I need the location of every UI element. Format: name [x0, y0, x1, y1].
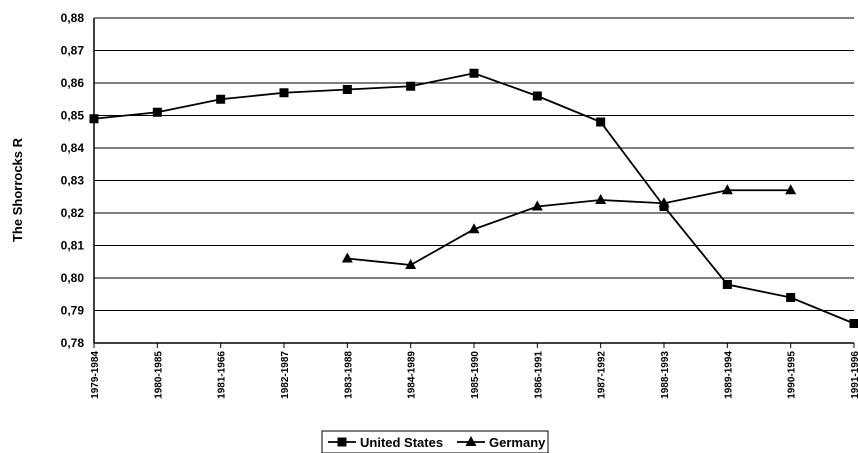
legend-label: United States — [360, 435, 443, 450]
series-layer — [89, 68, 858, 328]
series-united-states — [89, 68, 858, 328]
x-tick-labels: 1979-1984 1980-1985 1981-1966 1982-1987 1983… — [90, 351, 858, 399]
y-tick-labels: 0,78 0,79 0,80 0,81 0,82 0,83 0,84 0,85 0,86 0,87… — [61, 11, 85, 350]
data-point — [279, 88, 289, 98]
y-tick-label: 0,82 — [61, 206, 85, 220]
x-tick-label: 1984-1989 — [407, 351, 418, 399]
y-tick-label: 0,88 — [61, 11, 85, 25]
y-tick-label: 0,86 — [61, 76, 85, 90]
legend-marker — [337, 437, 347, 447]
gridlines — [94, 17, 854, 344]
data-point — [406, 81, 416, 91]
y-tick-label: 0,78 — [61, 336, 85, 350]
y-axis-label: The Shorrocks R — [10, 137, 25, 242]
y-tick-label: 0,83 — [61, 174, 85, 188]
data-point — [468, 223, 480, 234]
x-tick-label: 1985-1990 — [470, 351, 481, 399]
y-tick-label: 0,79 — [61, 304, 85, 318]
legend-box — [321, 430, 549, 453]
data-point — [595, 194, 607, 204]
x-tick-label: 1981-1966 — [217, 351, 228, 399]
x-tick-label: 1987-1992 — [597, 351, 608, 399]
legend: United States Germany — [321, 430, 549, 453]
data-point — [405, 259, 417, 269]
x-tick-label: 1989-1994 — [723, 351, 734, 399]
x-tick-label: 1990-1995 — [787, 351, 798, 399]
x-tick-label: 1979-1984 — [90, 351, 101, 399]
data-point — [786, 293, 796, 302]
data-point — [721, 184, 733, 195]
data-point — [849, 319, 858, 328]
legend-marker — [465, 436, 477, 446]
axes — [93, 18, 855, 348]
x-tick-label: 1982-1987 — [280, 351, 291, 399]
x-tick-label: 1980-1985 — [153, 351, 164, 399]
data-point — [152, 107, 162, 117]
x-tick-label: 1991-1996 — [850, 351, 858, 399]
series-line — [347, 189, 791, 266]
legend-label: Germany — [489, 435, 546, 450]
x-tick-label: 1983-1988 — [343, 351, 354, 399]
data-point — [469, 68, 479, 78]
data-point — [596, 117, 606, 127]
x-tick-label: 1986-1991 — [533, 351, 544, 399]
data-point — [89, 114, 99, 124]
y-tick-label: 0,84 — [61, 141, 85, 155]
data-point — [216, 94, 226, 104]
data-point — [785, 184, 797, 195]
data-point — [722, 280, 732, 289]
data-point — [532, 91, 542, 101]
y-tick-label: 0,80 — [61, 271, 85, 285]
data-point — [531, 200, 543, 211]
y-tick-label: 0,81 — [61, 239, 85, 253]
data-point — [658, 197, 670, 208]
x-tick-label: 1988-1993 — [660, 351, 671, 399]
data-point — [341, 252, 353, 263]
series-line — [93, 72, 855, 325]
series-germany — [341, 184, 797, 269]
data-point — [342, 85, 352, 94]
y-tick-label: 0,85 — [61, 109, 85, 123]
y-tick-label: 0,87 — [61, 44, 85, 58]
